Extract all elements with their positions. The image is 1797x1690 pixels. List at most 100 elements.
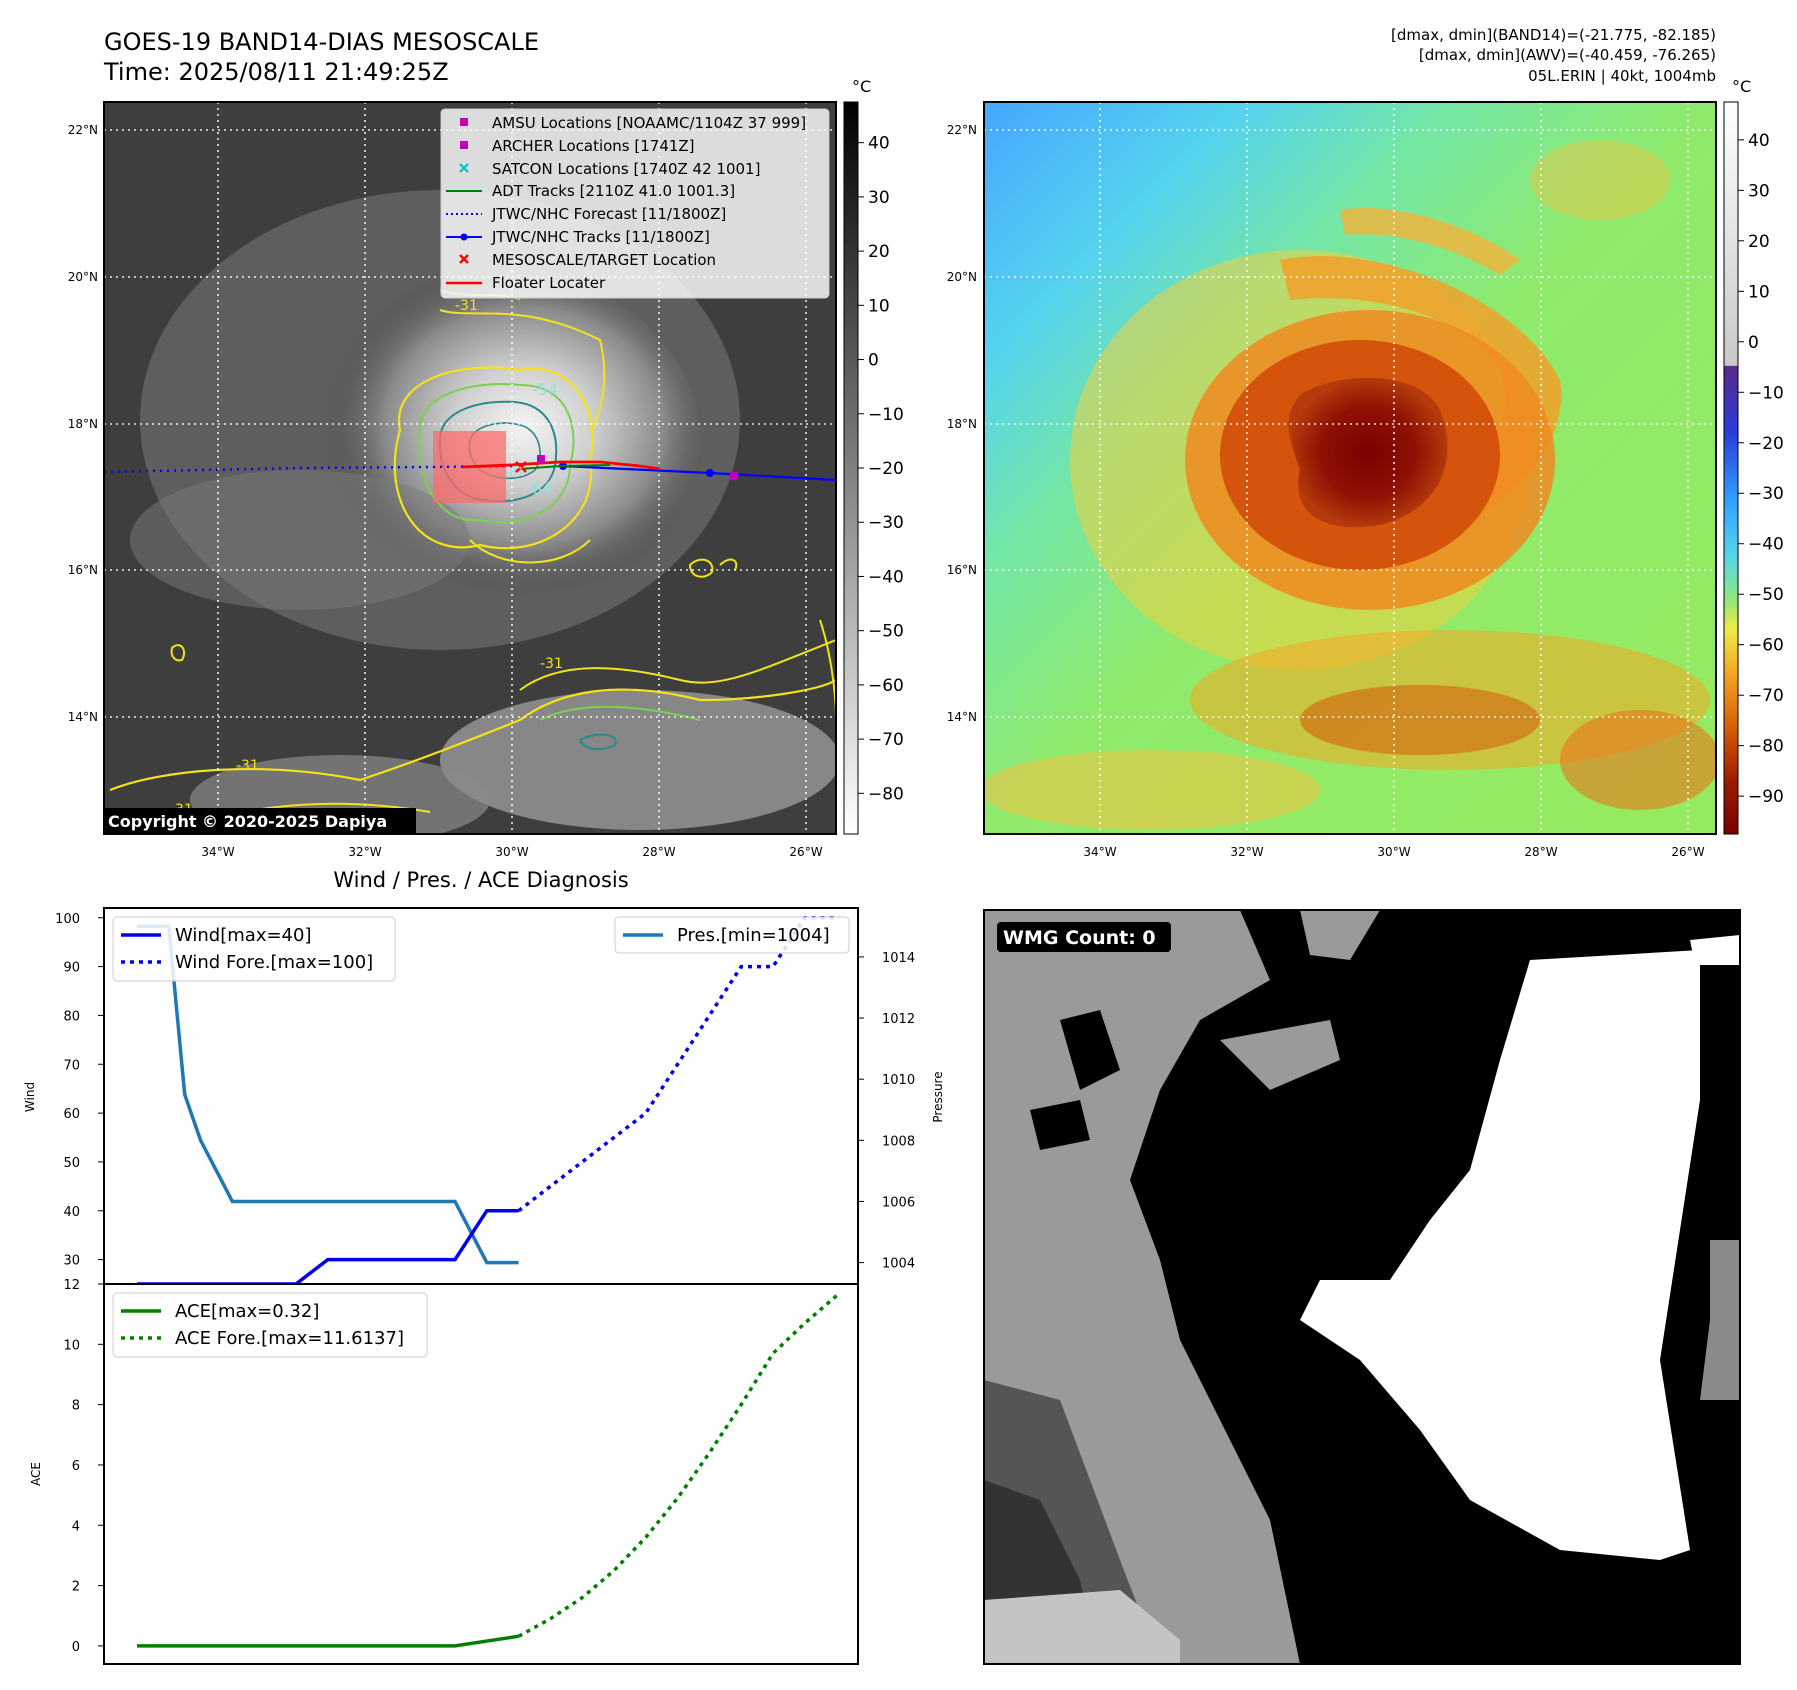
- target-marker: [515, 461, 527, 473]
- ir-colorbar-tick-label: −40: [868, 567, 904, 587]
- awv-colorbar: °C 40 30 20 10 0 −10 −20 −30 −40 −50 −60 −70 −80 −90: [1723, 77, 1784, 835]
- wind-y-tick-label: 80: [63, 1009, 80, 1024]
- lat-tick: 22°N: [947, 123, 977, 137]
- forecast-track: [104, 464, 514, 474]
- pres-legend: Pres.[min=1004]: [614, 916, 850, 954]
- wmg-white-region: [1300, 950, 1700, 1560]
- ir-colorbar-tick-label: 40: [868, 134, 890, 154]
- amsu-marker: [730, 472, 738, 480]
- diagnosis-title: Wind / Pres. / ACE Diagnosis: [333, 868, 628, 892]
- awv-colorbar-tick-label: 20: [1748, 232, 1770, 252]
- awv-colorbar-tick-label: −90: [1748, 787, 1784, 807]
- awv-lat-ticks: 22°N 20°N 18°N 16°N 14°N: [947, 123, 977, 724]
- legend-label: JTWC/NHC Forecast [11/1800Z]: [491, 205, 726, 223]
- ir-colorbar-tick-label: −30: [868, 513, 904, 533]
- lat-tick: 20°N: [68, 270, 98, 284]
- archer-legend-icon: [460, 141, 468, 149]
- lon-tick: 34°W: [1083, 845, 1116, 859]
- legend-label: AMSU Locations [NOAAMC/1104Z 37 999]: [492, 114, 806, 132]
- ace-axis-label: ACE: [29, 1462, 43, 1486]
- legend-label: ADT Tracks [2110Z 41.0 1001.3]: [492, 182, 735, 200]
- ir-colorbar-tick-label: −50: [868, 622, 904, 642]
- figure-title: GOES-19 BAND14-DIAS MESOSCALE: [104, 28, 539, 56]
- awv-colorbar-tick-label: −50: [1748, 585, 1784, 605]
- pres-y-tick-label: 1008: [882, 1134, 915, 1149]
- wind-y-tick-label: 60: [63, 1107, 80, 1122]
- time-label: Time: 2025/08/11 21:49:25Z: [103, 58, 449, 86]
- contour-label: -31: [455, 298, 478, 314]
- legend-label: JTWC/NHC Tracks [11/1800Z]: [491, 228, 710, 246]
- wind-pres-chart: Wind Pressure 30 40 50 60 70 80 90 100 1004 1006…: [23, 907, 945, 1286]
- ir-colorbar-tick-label: −10: [868, 405, 904, 425]
- map-legend: AMSU Locations [NOAAMC/1104Z 37 999] ARC…: [440, 108, 830, 299]
- contour-label: -31: [236, 758, 259, 774]
- ace-y-tick-label: 10: [63, 1338, 80, 1353]
- ir-lat-ticks: 22°N 20°N 18°N 16°N 14°N: [68, 123, 98, 724]
- awv-colorbar-unit: °C: [1732, 77, 1751, 96]
- awv-colorbar-tick-label: −70: [1748, 686, 1784, 706]
- wind-y-tick-label: 40: [63, 1205, 80, 1220]
- legend-label: Floater Locater: [492, 274, 606, 292]
- lat-tick: 16°N: [947, 563, 977, 577]
- legend-label: Wind Fore.[max=100]: [175, 952, 373, 973]
- ace-y-tick-label: 2: [72, 1580, 80, 1595]
- band14-stats: [dmax, dmin](BAND14)=(-21.775, -82.185): [1391, 26, 1716, 44]
- pres-y-tick-label: 1006: [882, 1195, 915, 1210]
- ir-colorbar: °C 40 30 20 10 0 −10 −20 −30 −40 −50 −60 −70 −80: [843, 77, 904, 835]
- wind-forecast-line: [517, 916, 837, 1213]
- ir-colorbar-tick-label: −70: [868, 730, 904, 750]
- copyright-box: [104, 808, 416, 834]
- awv-core: [1288, 377, 1448, 528]
- awv-colorbar-tick-label: −80: [1748, 737, 1784, 757]
- ir-colorbar-tick-label: 10: [868, 296, 890, 316]
- awv-colorbar-tick-label: 10: [1748, 282, 1770, 302]
- wind-legend: Wind[max=40] Wind Fore.[max=100]: [112, 916, 396, 982]
- ace-y-tick-label: 8: [72, 1399, 80, 1414]
- floater-track: [462, 460, 661, 471]
- ace-line: [137, 1634, 519, 1648]
- wind-y-tick-label: 50: [63, 1156, 80, 1171]
- awv-colorbar-tick-label: −10: [1748, 383, 1784, 403]
- lat-tick: 18°N: [68, 417, 98, 431]
- awv-colorbar-tick-label: 40: [1748, 131, 1770, 151]
- ace-y-tick-label: 0: [72, 1640, 80, 1655]
- wind-y-tick-label: 100: [55, 912, 80, 927]
- awv-stats: [dmax, dmin](AWV)=(-40.459, -76.265): [1419, 46, 1716, 64]
- lat-tick: 16°N: [68, 563, 98, 577]
- lon-tick: 32°W: [348, 845, 381, 859]
- ir-colorbar-tick-label: −60: [868, 676, 904, 696]
- wind-y-tick-label: 90: [63, 961, 80, 976]
- awv-map-panel: 34°W 32°W 30°W 28°W 26°W 22°N 20°N 18°N …: [947, 101, 1717, 859]
- pres-y-tick-label: 1014: [882, 951, 915, 966]
- contour-label: -64: [525, 479, 553, 499]
- awv-colorbar-tick-label: 0: [1748, 333, 1759, 353]
- legend-label: Pres.[min=1004]: [677, 925, 830, 946]
- wind-axis-label: Wind: [23, 1082, 37, 1112]
- ace-chart: ACE 0 2 4 6 8 10 12 ACE[max=0.32] ACE Fore.[ma…: [29, 1278, 859, 1665]
- wind-y-tick-label: 70: [63, 1058, 80, 1073]
- lon-tick: 26°W: [789, 845, 822, 859]
- ir-colorbar-tick-label: 30: [868, 188, 890, 208]
- pressure-line: [137, 924, 519, 1265]
- awv-colorbar-tick-label: −20: [1748, 434, 1784, 454]
- contour-label: -81: [505, 465, 525, 479]
- awv-gridlines: [984, 102, 1716, 834]
- lon-tick: 26°W: [1671, 845, 1704, 859]
- lon-tick: 34°W: [201, 845, 234, 859]
- awv-colorbar-tick-label: −60: [1748, 636, 1784, 656]
- legend-label: SATCON Locations [1740Z 42 1001]: [492, 160, 760, 178]
- ir-colorbar-tick-label: 0: [868, 351, 879, 371]
- pres-y-tick-label: 1010: [882, 1073, 915, 1088]
- lon-tick: 28°W: [1524, 845, 1557, 859]
- lat-tick: 18°N: [947, 417, 977, 431]
- ace-y-tick-label: 12: [63, 1278, 80, 1293]
- contour-yellow: [393, 366, 594, 550]
- lat-tick: 14°N: [68, 710, 98, 724]
- awv-colorbar-tick-label: −30: [1748, 484, 1784, 504]
- wmg-panel: WMG Count: 0: [983, 909, 1741, 1665]
- ir-colorbar-tick-label: 20: [868, 242, 890, 262]
- legend-label: ACE Fore.[max=11.6137]: [175, 1328, 404, 1349]
- archer-marker: [537, 455, 545, 463]
- lon-tick: 30°W: [495, 845, 528, 859]
